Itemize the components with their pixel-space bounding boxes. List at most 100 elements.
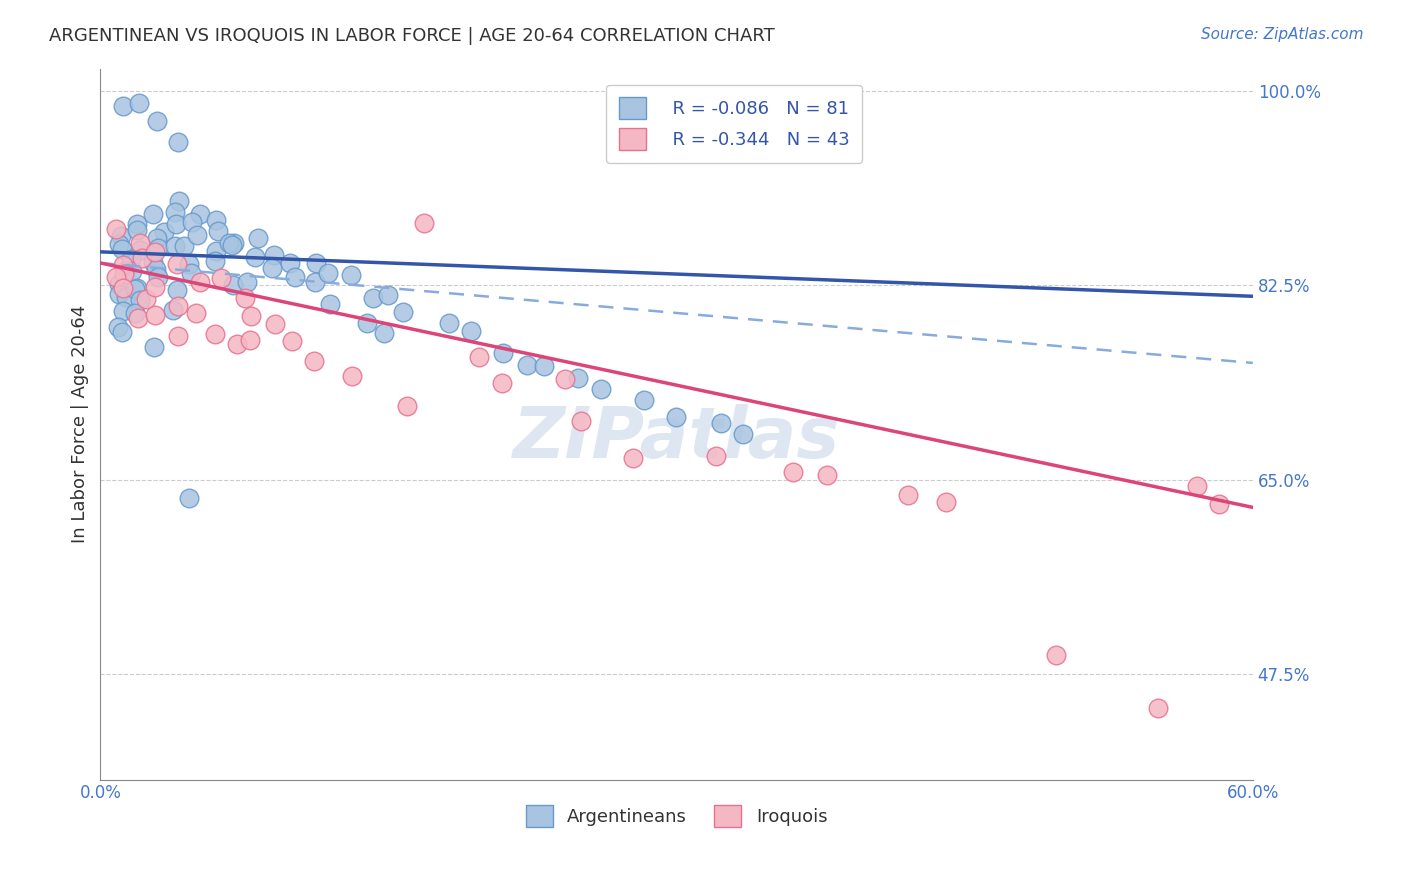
Point: [110, 229, 132, 244]
Point: [166, 284, 188, 298]
Point: [492, 346, 515, 360]
Point: [107, 320, 129, 334]
Point: [108, 237, 131, 252]
Point: [340, 268, 363, 282]
Point: [233, 291, 256, 305]
Point: [1147, 701, 1170, 715]
Point: [554, 372, 576, 386]
Point: [304, 354, 326, 368]
Point: [704, 450, 727, 464]
Point: [304, 255, 326, 269]
Point: [392, 305, 415, 319]
Point: [569, 413, 592, 427]
Point: [141, 207, 163, 221]
Text: Source: ZipAtlas.com: Source: ZipAtlas.com: [1201, 27, 1364, 42]
Point: [143, 308, 166, 322]
Point: [127, 310, 149, 325]
Point: [361, 291, 384, 305]
Point: [621, 450, 644, 465]
Point: [226, 337, 249, 351]
Point: [318, 296, 340, 310]
Point: [111, 326, 134, 340]
Point: [165, 218, 187, 232]
Point: [125, 223, 148, 237]
Point: [204, 253, 226, 268]
Point: [143, 280, 166, 294]
Point: [205, 213, 228, 227]
Point: [128, 243, 150, 257]
Point: [278, 256, 301, 270]
Point: [222, 235, 245, 250]
Point: [143, 245, 166, 260]
Point: [107, 277, 129, 292]
Legend: Argentineans, Iroquois: Argentineans, Iroquois: [519, 798, 835, 835]
Point: [124, 282, 146, 296]
Point: [222, 278, 245, 293]
Point: [260, 261, 283, 276]
Point: [107, 286, 129, 301]
Point: [935, 495, 957, 509]
Point: [141, 255, 163, 269]
Point: [304, 275, 326, 289]
Point: [815, 467, 838, 482]
Text: ZIPatlas: ZIPatlas: [513, 404, 841, 473]
Point: [180, 266, 202, 280]
Point: [166, 135, 188, 149]
Point: [221, 238, 243, 252]
Point: [897, 488, 920, 502]
Point: [665, 409, 688, 424]
Point: [148, 241, 170, 255]
Point: [129, 293, 152, 308]
Point: [1208, 497, 1230, 511]
Point: [204, 327, 226, 342]
Point: [284, 270, 307, 285]
Point: [491, 376, 513, 391]
Point: [245, 250, 267, 264]
Point: [114, 290, 136, 304]
Point: [145, 262, 167, 277]
Point: [280, 334, 302, 348]
Point: [120, 252, 142, 267]
Point: [591, 382, 613, 396]
Point: [516, 358, 538, 372]
Point: [710, 416, 733, 430]
Point: [733, 426, 755, 441]
Point: [111, 258, 134, 272]
Point: [135, 292, 157, 306]
Point: [207, 224, 229, 238]
Point: [186, 228, 208, 243]
Point: [247, 231, 270, 245]
Point: [356, 316, 378, 330]
Point: [263, 248, 285, 262]
Point: [112, 281, 135, 295]
Point: [112, 267, 135, 281]
Point: [111, 304, 134, 318]
Point: [163, 239, 186, 253]
Point: [218, 235, 240, 250]
Point: [316, 266, 339, 280]
Point: [396, 399, 419, 413]
Point: [467, 350, 489, 364]
Point: [186, 305, 208, 319]
Point: [340, 368, 363, 383]
Point: [167, 194, 190, 208]
Point: [188, 276, 211, 290]
Point: [167, 299, 190, 313]
Point: [209, 271, 232, 285]
Point: [114, 264, 136, 278]
Point: [146, 114, 169, 128]
Point: [236, 276, 259, 290]
Point: [142, 340, 165, 354]
Point: [111, 99, 134, 113]
Point: [567, 371, 589, 385]
Point: [124, 306, 146, 320]
Point: [439, 316, 461, 330]
Point: [239, 309, 262, 323]
Point: [239, 333, 262, 347]
Point: [152, 225, 174, 239]
Point: [1187, 479, 1209, 493]
Point: [412, 216, 434, 230]
Point: [111, 242, 134, 256]
Point: [173, 239, 195, 253]
Point: [377, 287, 399, 301]
